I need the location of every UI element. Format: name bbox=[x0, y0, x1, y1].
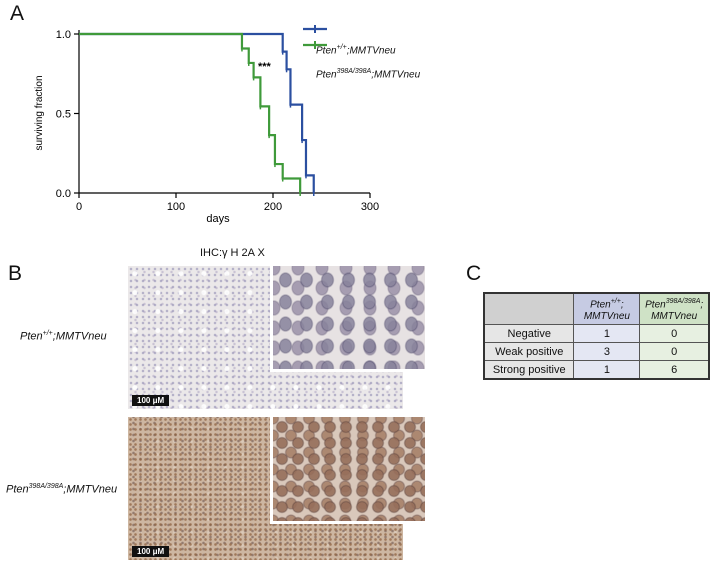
legend-entry-wt: Pten+/+;MMTVneu bbox=[316, 44, 396, 57]
table-corner-cell bbox=[483, 292, 575, 325]
legend-markers bbox=[303, 25, 327, 49]
table-cell-wt: 1 bbox=[573, 360, 641, 380]
ihc-row-label-mutant: Pten398A/398A;MMTVneu bbox=[6, 483, 118, 496]
x-tick-label: 300 bbox=[361, 201, 379, 213]
table-row: Weak positive 3 0 bbox=[483, 342, 710, 361]
ihc-micrograph-wt-inset bbox=[270, 266, 425, 372]
ihc-micrograph-mutant-inset bbox=[270, 417, 425, 524]
panel-label-c: C bbox=[466, 262, 482, 285]
x-tick-label: 200 bbox=[264, 201, 282, 213]
table-cell-mutant: 0 bbox=[639, 342, 710, 361]
chart-axes bbox=[78, 30, 370, 194]
ihc-micrograph-wt-low: 100 μM bbox=[128, 266, 403, 409]
table-header-mutant: Pten398A/398A; MMTVneu bbox=[639, 292, 710, 325]
survival-chart: 0 100 200 300 0.0 0.5 1.0 surviving fraction d… bbox=[34, 29, 379, 225]
scale-bar-wt: 100 μM bbox=[132, 395, 170, 406]
chart-ticks: 0 100 200 300 0.0 0.5 1.0 bbox=[56, 29, 379, 213]
y-axis-label: surviving fraction bbox=[34, 75, 45, 150]
x-tick-label: 100 bbox=[167, 201, 185, 213]
table-row: Strong positive 1 6 bbox=[483, 360, 710, 380]
table-cell-wt: 3 bbox=[573, 342, 641, 361]
legend-entry-mutant: Pten398A/398A;MMTVneu bbox=[316, 68, 421, 81]
table-row-label: Negative bbox=[483, 324, 575, 343]
table-row-label: Strong positive bbox=[483, 360, 575, 380]
table-header-wt: Pten+/+; MMTVneu bbox=[573, 292, 641, 325]
chart-series bbox=[79, 32, 315, 196]
y-tick-label: 0.0 bbox=[56, 188, 71, 200]
survival-curve-mutant bbox=[79, 32, 302, 193]
x-tick-label: 0 bbox=[76, 201, 82, 213]
table-header-row: Pten+/+; MMTVneu Pten398A/398A; MMTVneu bbox=[483, 292, 710, 325]
x-axis-label: days bbox=[206, 213, 230, 225]
table-cell-wt: 1 bbox=[573, 324, 641, 343]
panel-label-b: B bbox=[8, 262, 23, 285]
table-cell-mutant: 0 bbox=[639, 324, 710, 343]
y-tick-label: 1.0 bbox=[56, 29, 71, 41]
ihc-title: IHC:γ H 2A X bbox=[200, 247, 265, 259]
table-row-label: Weak positive bbox=[483, 342, 575, 361]
significance-annotation: *** bbox=[258, 61, 272, 73]
table-row: Negative 1 0 bbox=[483, 324, 710, 343]
scoring-table: Pten+/+; MMTVneu Pten398A/398A; MMTVneu … bbox=[483, 292, 710, 380]
ihc-row-label-wt: Pten+/+;MMTVneu bbox=[20, 330, 107, 343]
y-tick-label: 0.5 bbox=[56, 109, 71, 121]
table-cell-mutant: 6 bbox=[639, 360, 710, 380]
panel-label-a: A bbox=[10, 2, 25, 25]
survival-curve-wt bbox=[79, 32, 315, 193]
scale-bar-mutant: 100 μM bbox=[132, 546, 170, 557]
